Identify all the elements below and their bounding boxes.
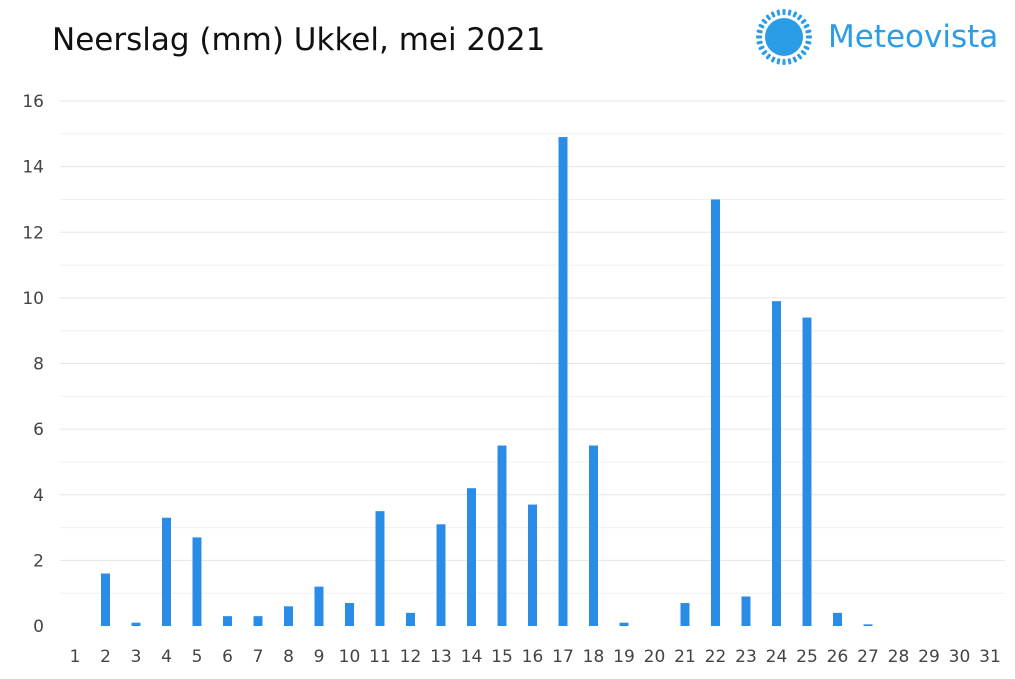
x-tick-label: 11 [369, 647, 391, 667]
y-tick-label: 16 [22, 92, 44, 112]
bar-day-10 [345, 603, 354, 626]
x-tick-label: 16 [522, 647, 544, 667]
bar-day-12 [406, 612, 415, 626]
x-tick-label: 28 [888, 647, 910, 667]
x-tick-label: 21 [674, 647, 696, 667]
x-tick-label: 7 [253, 647, 264, 667]
bar-day-5 [192, 537, 202, 626]
x-tick-label: 1 [70, 647, 81, 667]
x-tick-label: 31 [979, 647, 1001, 667]
x-tick-label: 3 [131, 647, 142, 667]
bar-day-22 [711, 199, 720, 626]
brand-name: Meteovista [828, 19, 999, 55]
x-tick-label: 15 [491, 647, 513, 667]
bar-day-16 [528, 504, 537, 626]
y-axis-ticks: 0 2 4 6 8 10 12 14 16 [22, 92, 44, 637]
bar-day-7 [253, 616, 263, 626]
y-tick-label: 8 [33, 355, 44, 375]
x-tick-label: 27 [857, 647, 879, 667]
y-tick-label: 12 [22, 223, 44, 243]
bar-day-9 [314, 586, 324, 626]
x-tick-label: 20 [644, 647, 666, 667]
x-tick-label: 17 [552, 647, 574, 667]
bar-day-11 [375, 511, 385, 626]
bar-day-21 [680, 603, 690, 626]
x-tick-label: 22 [705, 647, 727, 667]
x-tick-label: 23 [735, 647, 757, 667]
sun-logo-icon [756, 9, 812, 65]
bar-day-6 [223, 616, 232, 626]
bar-day-15 [497, 445, 507, 626]
bar-day-24 [772, 301, 781, 626]
y-tick-label: 6 [33, 420, 44, 440]
y-tick-label: 10 [22, 289, 44, 309]
x-tick-label: 30 [949, 647, 971, 667]
y-tick-label: 0 [33, 617, 44, 637]
bar-day-3 [131, 622, 141, 626]
chart-title: Neerslag (mm) Ukkel, mei 2021 [52, 22, 546, 58]
x-tick-label: 19 [613, 647, 635, 667]
x-tick-label: 12 [400, 647, 422, 667]
x-tick-label: 13 [430, 647, 452, 667]
bar-day-19 [619, 622, 629, 626]
x-tick-label: 4 [161, 647, 172, 667]
brand-logo: Meteovista [752, 5, 998, 69]
y-tick-label: 4 [33, 486, 44, 506]
bar-day-27 [863, 624, 873, 626]
x-tick-label: 6 [222, 647, 233, 667]
bar-day-18 [589, 445, 598, 626]
bar-day-26 [833, 612, 842, 626]
bar-day-25 [802, 317, 812, 626]
y-tick-label: 2 [33, 551, 44, 571]
x-tick-label: 29 [918, 647, 940, 667]
x-tick-label: 26 [827, 647, 849, 667]
x-tick-label: 14 [461, 647, 483, 667]
x-tick-label: 2 [100, 647, 111, 667]
y-tick-label: 14 [22, 158, 44, 178]
x-tick-label: 10 [339, 647, 361, 667]
x-tick-label: 25 [796, 647, 818, 667]
bar-day-13 [436, 524, 446, 626]
x-tick-label: 5 [192, 647, 203, 667]
x-tick-label: 8 [283, 647, 294, 667]
x-tick-label: 9 [314, 647, 325, 667]
bars [101, 137, 873, 626]
x-tick-label: 18 [583, 647, 605, 667]
x-axis-ticks: 1 2 3 4 5 6 7 8 9 10 11 12 13 14 15 16 17 18 19 20 21 22 23 24 2… [70, 647, 1001, 667]
bar-day-17 [558, 137, 568, 626]
grid-lines [60, 100, 1005, 594]
bar-day-14 [467, 488, 476, 626]
x-tick-label: 24 [766, 647, 788, 667]
bar-day-8 [284, 606, 293, 626]
bar-day-23 [741, 596, 751, 626]
bar-day-2 [101, 573, 110, 626]
bar-day-4 [162, 517, 171, 626]
